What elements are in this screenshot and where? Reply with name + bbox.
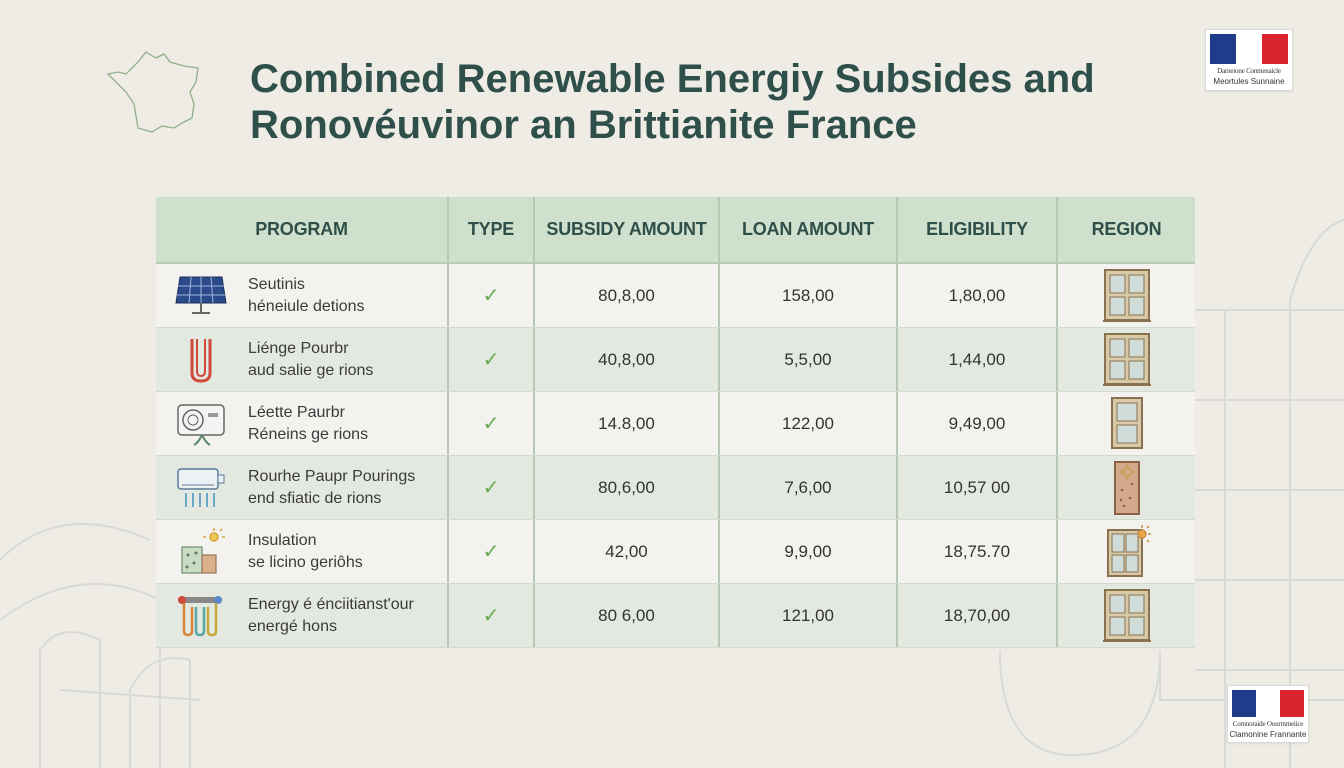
table-row: Insulation se licino geriôhs ✓ 42,00 9,9,… [156,520,1195,584]
heat-pump-icon [177,403,225,446]
header-region: REGION [1091,219,1162,239]
title-line-1: Combined Renewable Energiy Subsides and [250,57,1095,101]
check-icon: ✓ [482,541,500,563]
header-type: TYPE [449,197,535,262]
program-cell: Léette Paurbr Réneins ge rions [156,392,449,455]
header-program: PROGRAM [156,197,449,262]
program-name-line2: aud salie ge rions [248,361,374,379]
program-cell: Energy é énciitianst'our energé hons [156,584,449,647]
window-icon [1102,268,1151,322]
type-cell: ✓ [449,328,535,391]
program-name-line2: energé hons [248,617,337,635]
table-row: Seutinis héneiule detions ✓ 80,8,00 158,0… [156,264,1195,328]
program-name-line2: se licino geriôhs [248,553,363,571]
check-icon: ✓ [482,413,500,435]
program-name-line1: Léette Paurbr [248,403,345,421]
air-conditioner-icon [177,467,225,507]
sunny-window-icon [1106,524,1151,577]
type-cell: ✓ [449,392,535,455]
type-cell: ✓ [449,520,535,583]
eligibility-cell: 10,57 00 [898,456,1058,519]
eligibility-cell: 1,44,00 [898,328,1058,391]
program-cell: Liénge Pourbr aud salie ge rions [156,328,449,391]
logo-top-line1: Darneione Conmenaicle [1217,67,1281,75]
program-name-line2: end sfiatic de rions [248,489,382,507]
program-name-line1: Seutinis [248,275,305,293]
type-cell: ✓ [449,456,535,519]
table-row: Léette Paurbr Réneins ge rions ✓ 14.8,00 … [156,392,1195,456]
program-name-line1: Liénge Pourbr [248,339,349,357]
window-icon [1102,332,1151,386]
loan-cell: 121,00 [720,584,898,647]
solar-panel-icon [175,276,227,314]
table-row: Energy é énciitianst'our energé hons ✓ 80… [156,584,1195,648]
check-icon: ✓ [482,349,500,371]
table-row: Liénge Pourbr aud salie ge rions ✓ 40,8,0… [156,328,1195,392]
program-cell: Insulation se licino geriôhs [156,520,449,583]
program-name-line2: Réneins ge rions [248,425,369,443]
program-name-line2: héneiule detions [248,297,365,315]
page-title: Combined Renewable Energiy Subsides and … [250,56,1130,148]
heating-pipes-icon [178,595,222,636]
loan-cell: 158,00 [720,264,898,327]
region-cell [1058,584,1195,647]
program-name-line1: Rourhe Paupr Pourings [248,467,416,485]
table-row: Rourhe Paupr Pourings end sfiatic de rion… [156,456,1195,520]
insulated-door-icon [1113,460,1140,515]
program-name-line1: Insulation [248,531,317,549]
region-cell [1058,392,1195,455]
loan-cell: 5,5,00 [720,328,898,391]
subsidy-cell: 80,6,00 [535,456,720,519]
check-icon: ✓ [482,285,500,307]
type-cell: ✓ [449,584,535,647]
government-logo-bottom: Comnoraide Oourmmeiice Clamonine Frannan… [1227,685,1309,743]
subsidy-cell: 40,8,00 [535,328,720,391]
subsidies-table: PROGRAM TYPE SUBSIDY AMOUNT LOAN AMOUNT … [156,197,1195,648]
region-cell [1058,328,1195,391]
subsidy-cell: 80 6,00 [535,584,720,647]
subsidy-cell: 80,8,00 [535,264,720,327]
government-logo-top: Darneione Conmenaicle Meortules Sunnaine [1205,29,1293,91]
french-flag-icon [1210,34,1288,64]
eligibility-cell: 18,75.70 [898,520,1058,583]
narrow-window-icon [1110,396,1143,449]
type-cell: ✓ [449,264,535,327]
loan-cell: 7,6,00 [720,456,898,519]
french-flag-icon [1232,690,1304,717]
program-cell: Rourhe Paupr Pourings end sfiatic de rion… [156,456,449,519]
loan-cell: 9,9,00 [720,520,898,583]
header-eligibility: ELIGIBILITY [898,197,1058,262]
heat-coil-icon [190,338,212,383]
loan-cell: 122,00 [720,392,898,455]
program-cell: Seutinis héneiule detions [156,264,449,327]
region-cell [1058,456,1195,519]
region-cell [1058,520,1195,583]
window-icon [1102,588,1151,642]
eligibility-cell: 18,70,00 [898,584,1058,647]
check-icon: ✓ [482,605,500,627]
title-line-2: Ronovéuvinor an Brittianite France [250,103,917,147]
subsidy-cell: 14.8,00 [535,392,720,455]
insulation-icon [181,527,225,573]
logo-bottom-line2: Clamonine Frannante [1229,730,1307,739]
header-subsidy: SUBSIDY AMOUNT [535,197,720,262]
eligibility-cell: 1,80,00 [898,264,1058,327]
header-loan: LOAN AMOUNT [720,197,898,262]
france-map-icon [106,51,199,133]
subsidy-cell: 42,00 [535,520,720,583]
program-name-line1: Energy é énciitianst'our [248,595,414,613]
region-cell [1058,264,1195,327]
logo-top-line2: Meortules Sunnaine [1213,77,1285,86]
check-icon: ✓ [482,477,500,499]
table-header: PROGRAM TYPE SUBSIDY AMOUNT LOAN AMOUNT … [156,197,1195,264]
logo-bottom-line1: Comnoraide Oourmmeiice [1232,720,1304,728]
eligibility-cell: 9,49,00 [898,392,1058,455]
